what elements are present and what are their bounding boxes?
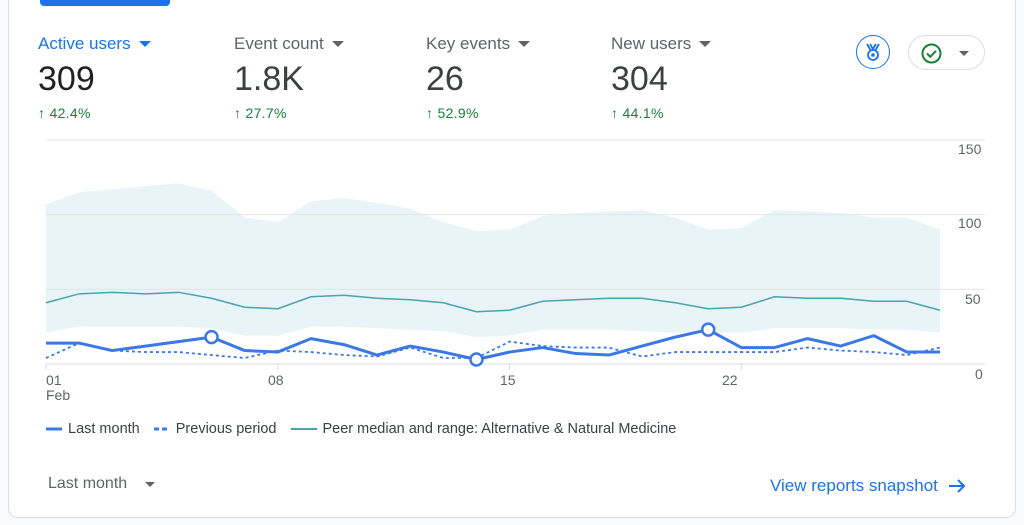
caret-down-icon — [518, 41, 531, 47]
x-month-label: Feb — [46, 387, 71, 403]
metric-event-count[interactable]: Event count 1.8K ↑ 27.7% — [234, 34, 344, 121]
metric-key-events[interactable]: Key events 26 ↑ 52.9% — [426, 34, 531, 121]
view-reports-snapshot-link[interactable]: View reports snapshot — [770, 476, 966, 496]
legend-label: Previous period — [175, 421, 277, 437]
x-tick-label: 01 — [46, 372, 62, 388]
medal-icon — [866, 43, 880, 61]
y-tick-label: 150 — [958, 141, 982, 157]
metric-label: Active users — [38, 34, 131, 53]
metric-change: 44.1% — [622, 105, 664, 121]
solid-line-icon — [46, 427, 62, 431]
caret-down-icon — [138, 41, 151, 47]
last-month-line — [46, 328, 940, 362]
arrow-up-icon: ↑ — [234, 105, 246, 121]
insights-button[interactable] — [856, 35, 890, 69]
legend-label: Last month — [68, 421, 140, 437]
metric-value: 26 — [426, 60, 464, 98]
legend-item-peer-median[interactable]: Peer median and range: Alternative & Nat… — [290, 421, 677, 437]
legend-item-last-month[interactable]: Last month — [46, 421, 140, 437]
peer-median-line — [45, 291, 941, 313]
x-tick-label: 08 — [268, 372, 284, 388]
teal-line-icon — [290, 428, 317, 430]
peer-range-band — [46, 183, 940, 338]
link-label: View reports snapshot — [770, 476, 938, 495]
metric-value: 304 — [611, 60, 668, 98]
anomaly-marker — [700, 322, 716, 337]
metric-change: 52.9% — [437, 105, 479, 121]
metric-value: 1.8K — [234, 60, 304, 98]
x-tick-label: 15 — [500, 372, 516, 388]
caret-down-icon — [959, 51, 969, 56]
metric-new-users[interactable]: New users 304 ↑ 44.1% — [611, 34, 712, 121]
caret-down-icon — [699, 41, 712, 47]
caret-down-icon — [331, 41, 344, 47]
metric-change: 42.4% — [49, 105, 91, 121]
metric-value: 309 — [38, 60, 95, 98]
metric-label: New users — [611, 34, 692, 53]
y-tick-label: 100 — [958, 215, 982, 231]
metric-label: Event count — [234, 34, 324, 53]
metric-change: 27.7% — [245, 105, 287, 121]
caret-down-icon — [145, 481, 156, 487]
chart-legend: Last month Previous period Peer median a… — [46, 421, 690, 437]
legend-item-previous-period[interactable]: Previous period — [153, 421, 277, 437]
y-tick-label: 0 — [975, 366, 983, 382]
arrow-right-icon — [948, 479, 966, 493]
anomaly-marker — [469, 352, 484, 367]
metric-active-users[interactable]: Active users 309 ↑ 42.4% — [38, 34, 151, 121]
active-tab-indicator — [40, 0, 170, 6]
arrow-up-icon: ↑ — [426, 105, 438, 121]
metric-label: Key events — [426, 34, 511, 53]
dashed-line-icon — [153, 427, 170, 431]
legend-label: Peer median and range: Alternative & Nat… — [322, 421, 677, 437]
anomaly-marker — [204, 329, 219, 345]
x-tick-label: 22 — [722, 372, 738, 388]
check-circle-icon — [921, 43, 942, 64]
previous-period-line — [45, 340, 941, 359]
date-range-selector[interactable]: Last month — [48, 475, 156, 493]
data-quality-status-button[interactable] — [908, 35, 985, 70]
arrow-up-icon: ↑ — [611, 105, 623, 121]
arrow-up-icon: ↑ — [38, 105, 50, 121]
y-tick-label: 50 — [965, 291, 981, 307]
date-range-label: Last month — [48, 475, 128, 492]
